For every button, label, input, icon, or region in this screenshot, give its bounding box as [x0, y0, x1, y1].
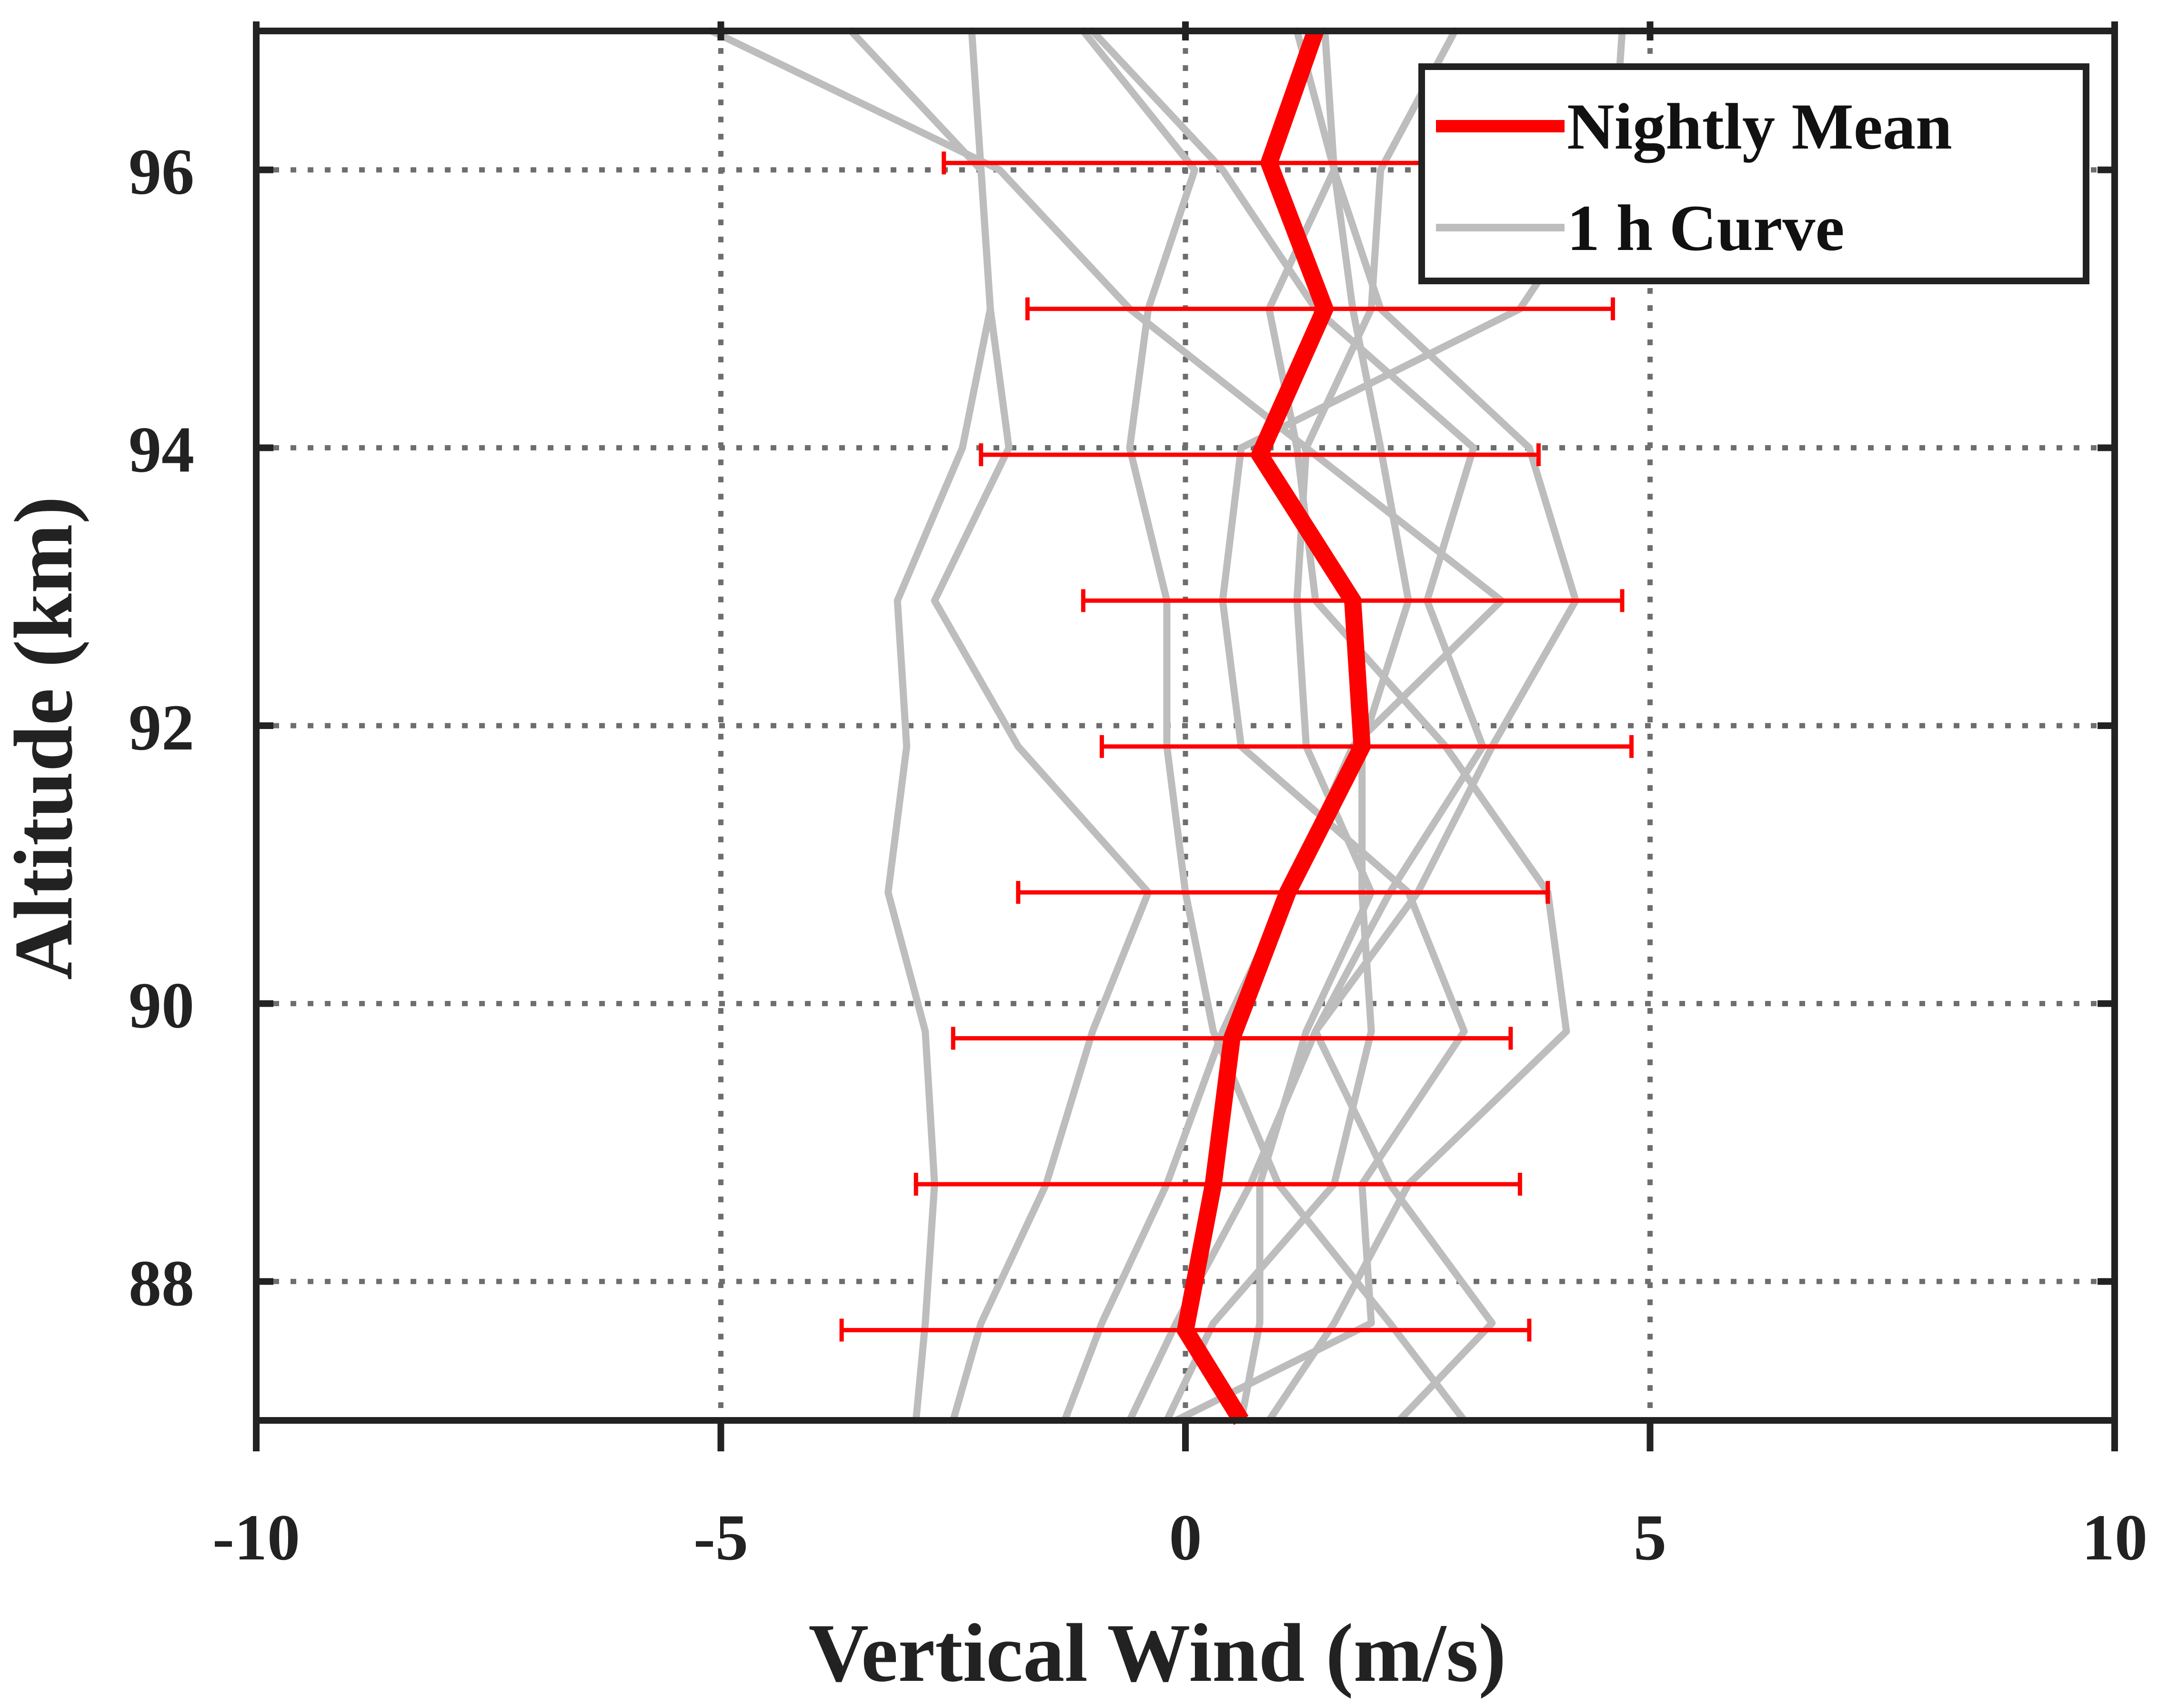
axes: [253, 21, 2118, 1451]
legend-label-nightly-mean: Nightly Mean: [1567, 90, 1952, 163]
hourly-curve-3: [708, 27, 1505, 1424]
y-tick-label-96: 96: [129, 135, 194, 208]
x-axis-title: Vertical Wind (m/s): [809, 1607, 1506, 1699]
nightly-mean-line: [1176, 28, 1371, 1425]
x-tick-label-0: 0: [1169, 1501, 1202, 1574]
hourly-curve-2: [847, 27, 1152, 1424]
x-tick-label--10: -10: [212, 1501, 300, 1574]
legend: Nightly Mean 1 h Curve: [1418, 63, 2089, 284]
x-tick-label-5: 5: [1634, 1501, 1666, 1574]
x-tick-label-10: 10: [2082, 1501, 2148, 1574]
tick-labels: -10 -5 0 5 10 88 90 92 94 96: [129, 135, 2148, 1574]
error-bars: [839, 151, 1634, 1342]
nightly-mean-series: [1176, 28, 1371, 1425]
legend-label-1h-curve: 1 h Curve: [1567, 191, 1845, 264]
hourly-curve-1: [884, 27, 994, 1424]
y-tick-label-94: 94: [129, 413, 194, 486]
grid-lines: [253, 31, 2118, 1420]
legend-box: [1418, 63, 2089, 284]
x-tick-label--5: -5: [693, 1501, 748, 1574]
y-tick-label-92: 92: [129, 691, 194, 764]
y-tick-label-88: 88: [129, 1247, 194, 1319]
y-tick-label-90: 90: [129, 969, 194, 1042]
y-axis-title: Altitude (km): [0, 496, 90, 980]
